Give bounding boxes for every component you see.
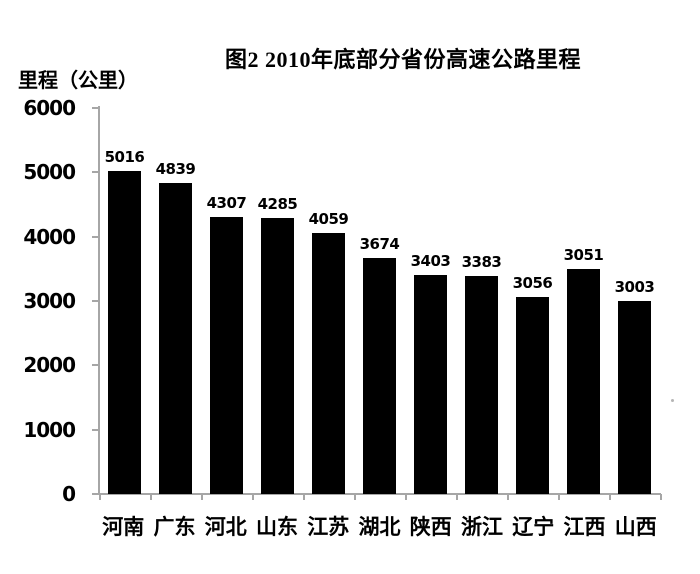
x-axis-tick (507, 494, 509, 500)
bar (516, 297, 549, 494)
bar-value-label: 3674 (359, 234, 400, 253)
y-axis-tick (92, 171, 100, 174)
x-axis-tick (303, 494, 305, 500)
y-axis-tick-label: 6000 (23, 96, 76, 120)
x-axis-tick (354, 494, 356, 500)
bar-value-label: 3003 (614, 277, 655, 296)
y-axis-tick (92, 107, 100, 109)
x-axis-tick (558, 494, 560, 500)
bar (108, 171, 141, 494)
y-axis-title: 里程（公里） (18, 70, 138, 92)
bar-value-label: 4839 (155, 159, 196, 178)
y-axis-tick (92, 428, 100, 431)
x-axis-tick (99, 494, 101, 500)
x-axis-tick (405, 494, 407, 500)
y-axis-tick (92, 364, 100, 367)
y-axis-tick-label: 0 (62, 482, 76, 506)
bar-value-label: 3383 (461, 253, 502, 272)
y-axis-tick-label: 3000 (23, 289, 76, 313)
y-axis-tick (92, 493, 100, 495)
x-axis-tick (456, 494, 458, 500)
x-axis-tick (201, 494, 203, 500)
bar-value-label: 4285 (257, 195, 298, 214)
bar-value-label: 3403 (410, 252, 451, 271)
y-axis-tick (92, 235, 100, 238)
y-axis-tick (92, 300, 100, 302)
bar (210, 216, 243, 494)
y-axis-tick-label: 5000 (23, 160, 76, 185)
x-axis-tick (609, 494, 611, 500)
x-axis-tick (150, 494, 152, 500)
x-axis-tick (660, 494, 662, 500)
y-axis-tick-label: 2000 (23, 353, 76, 378)
x-axis-labels: 河南 广东 河北 山东 江苏 湖北 陕西 浙江 辽宁 江西 山西 (102, 515, 657, 539)
bar (618, 300, 651, 494)
bar (567, 269, 600, 494)
y-axis-tick-label: 4000 (23, 224, 76, 249)
bar-value-label: 4307 (206, 193, 247, 212)
bar-value-label: 3051 (563, 246, 604, 265)
bar-value-label: 4059 (308, 209, 349, 228)
bar (363, 257, 396, 494)
y-axis-tick-label: 1000 (23, 417, 76, 442)
bar (159, 182, 192, 494)
bar-value-label: 3056 (512, 274, 553, 293)
bar (465, 276, 498, 494)
bar-value-label: 5016 (104, 148, 145, 167)
bar (414, 275, 447, 494)
bar (312, 232, 345, 494)
x-axis-tick (252, 494, 254, 500)
x-axis-line (98, 493, 661, 495)
bar (261, 218, 294, 494)
stray-dot-artifact (671, 399, 674, 402)
chart-title: 图2 2010年底部分省份高速公路里程 (224, 47, 581, 72)
